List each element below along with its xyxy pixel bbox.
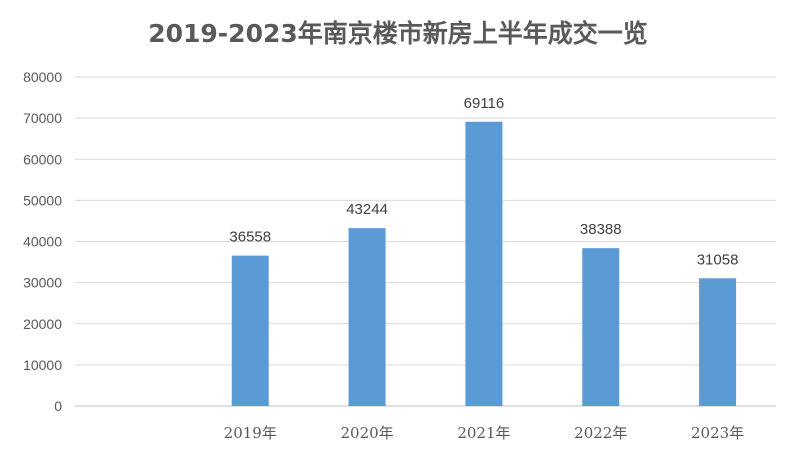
data-label: 31058 [697,251,739,268]
y-tick-label: 30000 [23,275,62,291]
data-label: 38388 [580,221,622,238]
y-tick-label: 80000 [23,69,62,85]
x-tick-label: 2022年 [574,424,627,442]
chart-title: 2019-2023年南京楼市新房上半年成交一览 [148,19,648,48]
y-tick-label: 0 [54,398,62,414]
bar [582,248,620,406]
y-tick-label: 40000 [23,234,62,250]
y-tick-label: 70000 [23,110,62,126]
bar [699,278,737,406]
x-tick-label: 2019年 [224,424,277,442]
data-label: 36558 [229,229,271,246]
data-label: 43244 [346,201,388,218]
bar [465,121,503,407]
y-tick-label: 20000 [23,316,62,332]
y-tick-label: 50000 [23,192,62,208]
bar [348,228,386,406]
y-tick-label: 60000 [23,151,62,167]
data-label: 69116 [464,95,505,112]
bar [231,255,269,406]
x-tick-label: 2023年 [691,424,744,442]
y-tick-label: 10000 [23,357,62,373]
x-tick-label: 2021年 [457,424,510,442]
x-tick-label: 2020年 [340,424,393,442]
